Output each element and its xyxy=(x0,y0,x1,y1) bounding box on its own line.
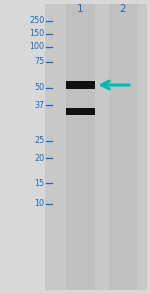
Text: 100: 100 xyxy=(29,42,44,51)
Text: 250: 250 xyxy=(29,16,44,25)
Bar xyxy=(45,4,147,290)
Text: 1: 1 xyxy=(77,4,84,14)
Text: 2: 2 xyxy=(120,4,126,14)
Text: 20: 20 xyxy=(34,154,44,163)
Text: 37: 37 xyxy=(34,101,44,110)
Bar xyxy=(109,4,137,290)
Text: 15: 15 xyxy=(34,179,44,188)
Text: 25: 25 xyxy=(34,136,44,145)
Text: 50: 50 xyxy=(34,84,44,92)
Bar xyxy=(66,4,94,290)
Text: 10: 10 xyxy=(34,199,44,208)
Bar xyxy=(66,108,94,115)
Bar xyxy=(66,81,94,89)
Text: 150: 150 xyxy=(29,29,44,38)
Text: 75: 75 xyxy=(34,57,44,66)
